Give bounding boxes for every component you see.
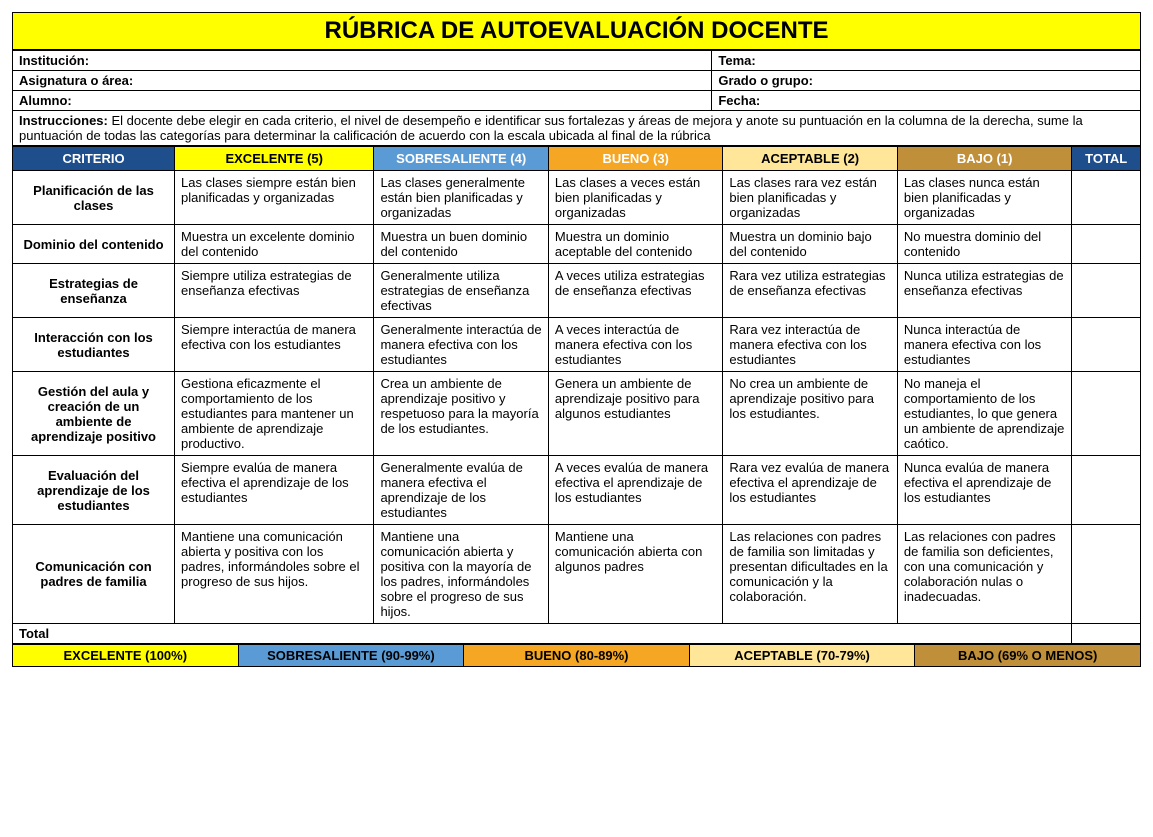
level-cell: A veces evalúa de manera efectiva el apr…	[548, 456, 722, 525]
scale-cell-0: EXCELENTE (100%)	[13, 645, 239, 667]
rubric-header-3: BUENO (3)	[548, 147, 722, 171]
level-cell: Muestra un excelente dominio del conteni…	[175, 225, 374, 264]
level-cell: Rara vez interactúa de manera efectiva c…	[723, 318, 897, 372]
level-cell: Mantiene una comunicación abierta y posi…	[175, 525, 374, 624]
level-cell: Las clases siempre están bien planificad…	[175, 171, 374, 225]
level-cell: Genera un ambiente de aprendizaje positi…	[548, 372, 722, 456]
rubric-row: Comunicación con padres de familiaMantie…	[13, 525, 1141, 624]
rubric-row: Interacción con los estudiantesSiempre i…	[13, 318, 1141, 372]
page-title: RÚBRICA DE AUTOEVALUACIÓN DOCENTE	[12, 12, 1141, 50]
criterion-cell: Estrategias de enseñanza	[13, 264, 175, 318]
level-cell: Muestra un dominio bajo del contenido	[723, 225, 897, 264]
total-label: Total	[13, 624, 1072, 644]
scale-cell-2: BUENO (80-89%)	[464, 645, 690, 667]
instructions: Instrucciones: El docente debe elegir en…	[12, 111, 1141, 146]
level-cell: A veces utiliza estrategias de enseñanza…	[548, 264, 722, 318]
rubric-header-5: BAJO (1)	[897, 147, 1071, 171]
level-cell: Siempre interactúa de manera efectiva co…	[175, 318, 374, 372]
level-cell: Crea un ambiente de aprendizaje positivo…	[374, 372, 548, 456]
level-cell: No maneja el comportamiento de los estud…	[897, 372, 1071, 456]
level-cell: Rara vez utiliza estrategias de enseñanz…	[723, 264, 897, 318]
meta-asignatura: Asignatura o área:	[13, 71, 712, 91]
rubric-row: Evaluación del aprendizaje de los estudi…	[13, 456, 1141, 525]
row-total-cell[interactable]	[1072, 264, 1141, 318]
rubric-row: Planificación de las clasesLas clases si…	[13, 171, 1141, 225]
rubric-header-1: EXCELENTE (5)	[175, 147, 374, 171]
row-total-cell[interactable]	[1072, 171, 1141, 225]
level-cell: Gestiona eficazmente el comportamiento d…	[175, 372, 374, 456]
rubric-row: Estrategias de enseñanzaSiempre utiliza …	[13, 264, 1141, 318]
criterion-cell: Comunicación con padres de familia	[13, 525, 175, 624]
level-cell: No crea un ambiente de aprendizaje posit…	[723, 372, 897, 456]
meta-tema: Tema:	[712, 51, 1141, 71]
level-cell: Las clases a veces están bien planificad…	[548, 171, 722, 225]
meta-institucion: Institución:	[13, 51, 712, 71]
rubric-table: CRITERIOEXCELENTE (5)SOBRESALIENTE (4)BU…	[12, 146, 1141, 644]
level-cell: Mantiene una comunicación abierta con al…	[548, 525, 722, 624]
level-cell: No muestra dominio del contenido	[897, 225, 1071, 264]
scale-cell-1: SOBRESALIENTE (90-99%)	[238, 645, 464, 667]
grand-total-cell[interactable]	[1072, 624, 1141, 644]
level-cell: Las relaciones con padres de familia son…	[897, 525, 1071, 624]
meta-table: Institución: Tema: Asignatura o área: Gr…	[12, 50, 1141, 111]
level-cell: Generalmente utiliza estrategias de ense…	[374, 264, 548, 318]
level-cell: Mantiene una comunicación abierta y posi…	[374, 525, 548, 624]
total-row: Total	[13, 624, 1141, 644]
row-total-cell[interactable]	[1072, 456, 1141, 525]
meta-fecha: Fecha:	[712, 91, 1141, 111]
level-cell: Muestra un buen dominio del contenido	[374, 225, 548, 264]
meta-grado: Grado o grupo:	[712, 71, 1141, 91]
rubric-row: Dominio del contenidoMuestra un excelent…	[13, 225, 1141, 264]
level-cell: Siempre evalúa de manera efectiva el apr…	[175, 456, 374, 525]
level-cell: Rara vez evalúa de manera efectiva el ap…	[723, 456, 897, 525]
level-cell: Nunca utiliza estrategias de enseñanza e…	[897, 264, 1071, 318]
level-cell: Las clases nunca están bien planificadas…	[897, 171, 1071, 225]
level-cell: Las relaciones con padres de familia son…	[723, 525, 897, 624]
scale-cell-3: ACEPTABLE (70-79%)	[689, 645, 915, 667]
row-total-cell[interactable]	[1072, 225, 1141, 264]
scale-cell-4: BAJO (69% O MENOS)	[915, 645, 1141, 667]
rubric-header-6: TOTAL	[1072, 147, 1141, 171]
row-total-cell[interactable]	[1072, 318, 1141, 372]
rubric-header-row: CRITERIOEXCELENTE (5)SOBRESALIENTE (4)BU…	[13, 147, 1141, 171]
level-cell: Muestra un dominio aceptable del conteni…	[548, 225, 722, 264]
row-total-cell[interactable]	[1072, 525, 1141, 624]
criterion-cell: Interacción con los estudiantes	[13, 318, 175, 372]
instructions-text: El docente debe elegir en cada criterio,…	[19, 113, 1083, 143]
level-cell: Las clases generalmente están bien plani…	[374, 171, 548, 225]
rubric-header-2: SOBRESALIENTE (4)	[374, 147, 548, 171]
meta-alumno: Alumno:	[13, 91, 712, 111]
rubric-header-4: ACEPTABLE (2)	[723, 147, 897, 171]
instructions-label: Instrucciones:	[19, 113, 108, 128]
level-cell: Generalmente interactúa de manera efecti…	[374, 318, 548, 372]
level-cell: Generalmente evalúa de manera efectiva e…	[374, 456, 548, 525]
criterion-cell: Evaluación del aprendizaje de los estudi…	[13, 456, 175, 525]
rubric-header-0: CRITERIO	[13, 147, 175, 171]
row-total-cell[interactable]	[1072, 372, 1141, 456]
level-cell: Las clases rara vez están bien planifica…	[723, 171, 897, 225]
level-cell: Nunca interactúa de manera efectiva con …	[897, 318, 1071, 372]
criterion-cell: Dominio del contenido	[13, 225, 175, 264]
criterion-cell: Gestión del aula y creación de un ambien…	[13, 372, 175, 456]
level-cell: A veces interactúa de manera efectiva co…	[548, 318, 722, 372]
level-cell: Siempre utiliza estrategias de enseñanza…	[175, 264, 374, 318]
level-cell: Nunca evalúa de manera efectiva el apren…	[897, 456, 1071, 525]
criterion-cell: Planificación de las clases	[13, 171, 175, 225]
rubric-row: Gestión del aula y creación de un ambien…	[13, 372, 1141, 456]
scale-table: EXCELENTE (100%)SOBRESALIENTE (90-99%)BU…	[12, 644, 1141, 667]
